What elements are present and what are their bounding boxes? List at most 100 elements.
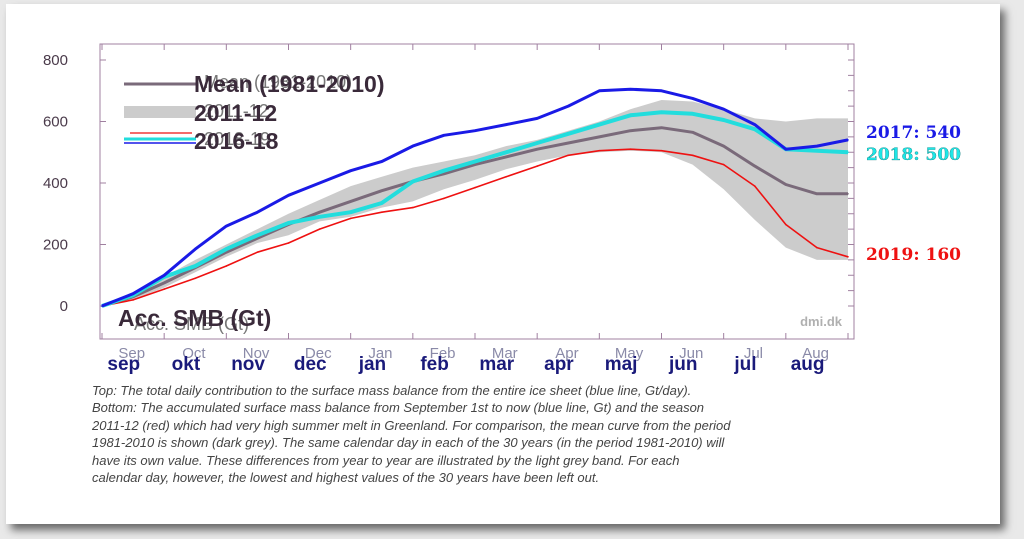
data-point-y2019 [256, 251, 259, 253]
data-point-y2018 [225, 248, 228, 250]
data-point-y2018 [318, 216, 321, 218]
data-point-y2019 [132, 299, 134, 301]
data-point-y2019 [474, 186, 476, 189]
data-point-y2017 [785, 148, 787, 150]
month-label: feb [420, 354, 449, 375]
data-point-mean [505, 156, 507, 158]
month-label: mar [479, 354, 514, 375]
data-point-y2019 [754, 185, 756, 187]
caption-line: 1981-2010 is shown (dark grey). The same… [92, 435, 725, 451]
month-ghost-label: Oct [182, 345, 206, 362]
y-tick-label: 600 [43, 114, 68, 131]
data-point-y2017 [443, 134, 445, 137]
data-point-mean [225, 251, 228, 253]
data-point-y2017 [567, 105, 570, 107]
data-point-y2018 [443, 169, 445, 172]
data-point-mean [567, 142, 570, 144]
data-point-y2018 [660, 111, 663, 114]
data-point-mean [443, 173, 445, 175]
month-label: okt [172, 354, 201, 375]
data-point-y2018 [474, 160, 476, 163]
data-point-y2019 [505, 176, 507, 178]
data-point-mean [474, 163, 476, 166]
data-point-y2019 [412, 206, 414, 209]
data-point-y2017 [660, 90, 663, 92]
month-label: nov [231, 354, 265, 375]
data-point-y2019 [318, 228, 321, 230]
y-tick-label: 400 [43, 175, 68, 192]
data-point-y2017 [163, 274, 165, 277]
caption-line: have its own value. These differences fr… [92, 452, 680, 468]
caption-line: 2011-12 (red) which had very high summer… [92, 417, 731, 433]
data-point-y2017 [847, 139, 849, 141]
data-point-y2018 [287, 222, 290, 224]
month-label: jun [668, 354, 698, 375]
data-point-y2017 [381, 160, 383, 163]
month-label: sep [107, 354, 140, 375]
data-point-mean [256, 237, 259, 240]
watermark-text: dmi.dk [800, 314, 843, 329]
panel-title: Acc. SMB (Gt) [118, 305, 271, 331]
panel-title-ghost: Acc. SMB (Gt) [134, 314, 249, 334]
data-point-y2017 [101, 305, 103, 307]
data-point-mean [847, 193, 849, 195]
data-point-y2019 [722, 163, 725, 166]
caption-line: calendar day, however, the lowest and hi… [92, 470, 600, 486]
data-point-y2019 [443, 197, 445, 200]
data-point-y2019 [691, 154, 694, 157]
figure-caption: Top: The total daily contribution to the… [92, 382, 892, 486]
month-ghost-label: Jun [679, 345, 703, 362]
legend-swatch-band [124, 106, 196, 118]
data-point-y2019 [660, 149, 663, 152]
data-point-y2018 [349, 211, 352, 213]
data-point-y2019 [629, 148, 632, 150]
data-point-y2017 [349, 169, 352, 172]
data-point-y2018 [816, 149, 818, 152]
data-point-y2019 [381, 211, 383, 213]
month-ghost-label: Jul [744, 345, 763, 362]
legend-label: 2016-18 [194, 128, 279, 154]
month-label: jan [358, 354, 386, 375]
data-point-y2018 [629, 114, 632, 117]
legend-ghost-label: 2018-19 [204, 129, 270, 149]
data-point-y2018 [381, 202, 383, 204]
legend-label: 2011-12 [194, 100, 277, 126]
caption-line: Top: The total daily contribution to the… [92, 383, 692, 398]
month-ghost-label: Jan [368, 345, 392, 362]
data-point-mean [349, 200, 352, 203]
data-point-y2018 [194, 265, 197, 267]
data-point-y2017 [754, 123, 756, 126]
month-label: maj [605, 354, 638, 375]
month-label: aug [791, 354, 825, 375]
annotation-annot_2019: 2019: 160 [866, 245, 961, 265]
data-point-y2017 [225, 225, 228, 227]
month-ghost-label: Mar [492, 345, 518, 362]
annotation-annot_2018: 2018: 500 [866, 145, 961, 165]
month-ghost-label: Nov [243, 345, 270, 362]
data-point-y2017 [318, 182, 321, 184]
data-point-y2018 [754, 128, 756, 130]
data-point-y2019 [598, 149, 601, 152]
data-point-mean [536, 148, 538, 150]
data-point-mean [660, 126, 663, 129]
month-ghost-label: May [615, 345, 644, 362]
y-tick-label: 200 [43, 237, 68, 254]
data-point-y2019 [287, 242, 290, 244]
month-label: apr [544, 354, 574, 375]
month-ghost-label: Apr [555, 345, 578, 362]
data-point-y2017 [194, 248, 197, 250]
data-point-mean [598, 136, 601, 138]
data-point-y2017 [412, 145, 414, 147]
data-point-y2017 [722, 108, 725, 110]
data-point-mean [754, 165, 756, 167]
data-point-y2017 [474, 129, 476, 132]
data-point-y2017 [816, 145, 818, 147]
data-point-mean [629, 129, 632, 132]
data-point-y2018 [536, 142, 538, 144]
data-point-y2017 [256, 211, 259, 213]
month-ghost-label: Dec [305, 345, 332, 362]
data-point-y2018 [256, 234, 259, 237]
data-point-y2017 [505, 123, 507, 126]
data-point-mean [163, 282, 165, 284]
